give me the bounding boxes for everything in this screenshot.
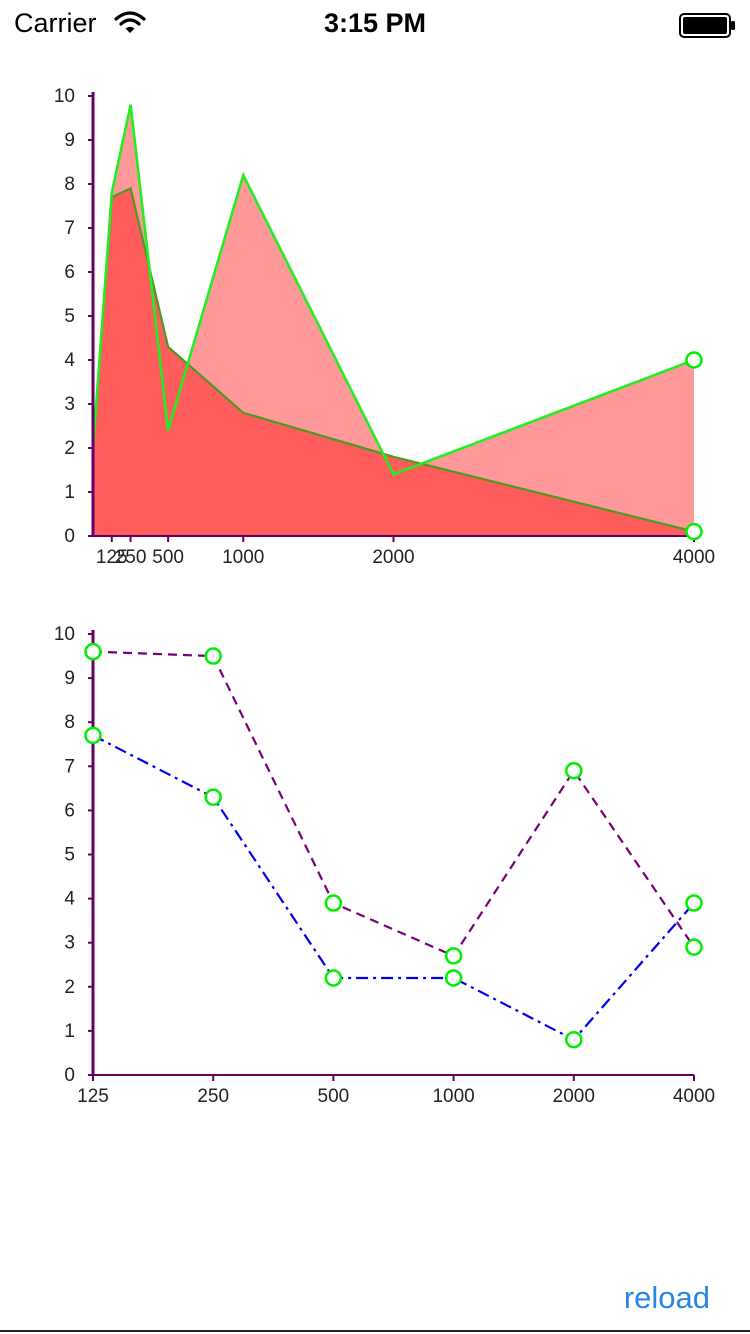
y-tick-label: 10 <box>54 86 75 107</box>
reload-button[interactable]: reload <box>623 1280 710 1315</box>
data-point-purple-dashed <box>324 894 343 912</box>
y-tick-label: 8 <box>64 712 75 733</box>
y-tick-label: 7 <box>64 218 75 239</box>
data-point-blue-dashdot <box>565 1030 583 1049</box>
data-point-purple-dashed <box>204 647 222 665</box>
data-point-blue-dashdot <box>324 969 343 987</box>
line-purple-dashed <box>92 650 695 958</box>
y-tick-label: 5 <box>64 845 75 866</box>
data-point-purple-dashed <box>444 947 463 965</box>
line-blue-dashdot <box>92 734 695 1042</box>
x-tick-label: 1000 <box>222 547 264 568</box>
data-point-series-b <box>685 522 703 541</box>
data-point-blue-dashdot <box>444 969 463 987</box>
x-tick-label: 250 <box>197 1086 229 1107</box>
x-tick-label: 125 <box>96 547 128 568</box>
x-tick-label: 4000 <box>673 1086 715 1107</box>
data-point-purple-dashed <box>565 761 583 780</box>
data-point-blue-dashdot <box>84 726 102 745</box>
x-tick-label: 125 <box>77 1086 109 1107</box>
line-series-a <box>91 104 695 477</box>
status-time: 3:15 PM <box>323 8 427 38</box>
y-tick-label: 6 <box>64 800 75 821</box>
x-tick-label: 2000 <box>553 1086 595 1107</box>
data-point-series-a <box>685 351 703 369</box>
y-tick-label: 3 <box>64 394 75 415</box>
y-tick-label: 0 <box>64 526 75 547</box>
y-tick-label: 3 <box>64 933 75 954</box>
y-tick-label: 5 <box>64 306 75 327</box>
x-tick-label: 250 <box>115 547 147 568</box>
y-tick-label: 8 <box>64 174 75 195</box>
y-tick-label: 4 <box>64 889 75 910</box>
y-tick-label: 1 <box>64 482 75 503</box>
y-tick-label: 1 <box>64 1021 75 1042</box>
y-tick-label: 6 <box>64 262 75 283</box>
x-tick-label: 4000 <box>673 547 715 568</box>
y-tick-label: 0 <box>64 1065 75 1086</box>
y-tick-label: 4 <box>64 350 75 371</box>
x-tick-label: 500 <box>318 1086 350 1107</box>
data-point-purple-dashed <box>685 938 703 956</box>
x-tick-label: 2000 <box>372 547 414 568</box>
x-tick-label: 1000 <box>432 1086 474 1107</box>
y-tick-label: 2 <box>64 438 75 459</box>
bottom-divider <box>0 1330 750 1332</box>
line-chart: 0 1 2 3 4 5 6 7 8 9 10 125 250 500 1000 2000 4000 <box>54 624 715 1107</box>
area-series-b <box>93 188 694 536</box>
status-bar: Carrier 3:15 PM <box>0 0 750 40</box>
battery-icon <box>679 13 735 38</box>
y-tick-label: 2 <box>64 977 75 998</box>
y-tick-label: 10 <box>54 624 75 645</box>
carrier-label: Carrier <box>14 8 97 38</box>
wifi-icon <box>114 11 146 33</box>
data-point-blue-dashdot <box>204 788 222 806</box>
y-tick-label: 9 <box>64 130 75 151</box>
data-point-purple-dashed <box>84 642 102 661</box>
data-point-blue-dashdot <box>685 894 703 912</box>
y-tick-label: 7 <box>64 756 75 777</box>
x-tick-label: 500 <box>152 547 184 568</box>
y-tick-label: 9 <box>64 668 75 689</box>
